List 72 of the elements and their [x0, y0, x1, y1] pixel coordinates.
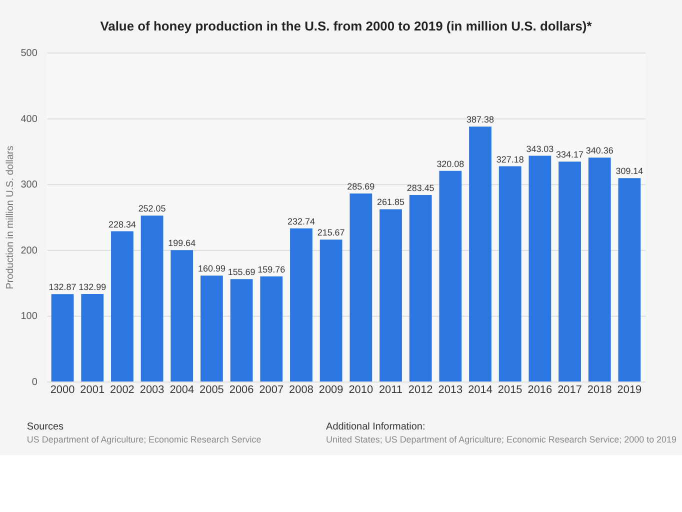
bar	[469, 126, 492, 382]
bar	[380, 209, 402, 382]
bar	[618, 178, 641, 382]
chart-title: Value of honey production in the U.S. from 2000 to 2019 (in million U.S. dollars)*	[100, 18, 593, 34]
bar	[81, 294, 104, 382]
data-label: 261.85	[377, 197, 404, 208]
text: Additional Information:	[326, 421, 426, 432]
x-tick-label: 2004	[170, 384, 194, 396]
data-label: 320.08	[436, 158, 464, 169]
x-tick-label: 2018	[587, 384, 612, 396]
x-tick-label: 2003	[140, 384, 164, 396]
x-tick-label: 2001	[80, 384, 105, 396]
y-tick-label: 300	[20, 180, 38, 191]
y-tick-label: 0	[32, 377, 38, 388]
bar	[320, 240, 342, 382]
data-label: 232.74	[288, 216, 315, 226]
bar	[260, 276, 283, 382]
x-tick-label: 2013	[438, 384, 463, 396]
data-label: 132.99	[78, 282, 106, 292]
x-tick-label: 2019	[617, 384, 642, 396]
bar	[140, 216, 164, 382]
data-label: 343.03	[526, 144, 554, 154]
x-tick-label: 2002	[110, 384, 134, 396]
text: United States; US Department of Agriculture; Economic Research Service; 2000 to 2019	[326, 434, 677, 444]
data-label: 285.69	[347, 182, 375, 192]
bar	[409, 195, 432, 382]
y-tick-label: 100	[20, 311, 38, 322]
data-label: 283.45	[406, 183, 434, 194]
data-label: 340.36	[586, 146, 614, 156]
data-label: 159.76	[258, 264, 286, 274]
x-tick-label: 2007	[259, 384, 284, 396]
bar	[588, 158, 611, 382]
data-label: 132.87	[48, 282, 76, 292]
y-tick-label: 200	[20, 245, 38, 256]
x-tick-label: 2012	[408, 384, 433, 396]
bar	[558, 162, 581, 382]
x-tick-label: 2005	[200, 384, 224, 396]
text: Sources	[26, 421, 64, 432]
bar	[200, 276, 223, 382]
bar	[51, 294, 74, 382]
x-tick-label: 2008	[289, 384, 314, 396]
data-label: 155.69	[228, 267, 256, 278]
x-tick-label: 2016	[528, 384, 552, 396]
x-tick-label: 2014	[468, 384, 492, 396]
x-tick-label: 2000	[50, 384, 75, 396]
bar	[498, 166, 522, 382]
data-label: 252.05	[138, 204, 166, 214]
y-tick-label: 500	[20, 48, 38, 60]
y-axis-title: Production in million U.S. dollars	[4, 146, 16, 290]
bar	[170, 250, 194, 382]
bar	[350, 194, 372, 382]
x-tick-label: 2011	[378, 384, 403, 396]
y-tick-label: 400	[20, 114, 38, 125]
x-tick-label: 2009	[318, 384, 344, 396]
bar	[290, 228, 312, 382]
data-label: 199.64	[168, 238, 196, 248]
data-label: 160.99	[198, 264, 226, 274]
bar	[439, 170, 462, 382]
bar	[528, 156, 552, 382]
x-tick-label: 2015	[498, 384, 522, 396]
data-label: 228.34	[108, 219, 136, 230]
text: US Department of Agriculture; Economic Research Service	[26, 434, 262, 444]
data-label: 327.18	[496, 154, 524, 164]
data-label: 215.67	[317, 228, 345, 238]
x-tick-label: 2010	[348, 384, 374, 396]
data-label: 309.14	[616, 166, 644, 176]
bar	[111, 231, 134, 382]
bar	[230, 279, 253, 382]
x-tick-label: 2017	[558, 384, 582, 396]
data-label: 334.17	[556, 150, 584, 160]
x-tick-label: 2006	[229, 384, 254, 396]
data-label: 387.38	[466, 114, 494, 125]
